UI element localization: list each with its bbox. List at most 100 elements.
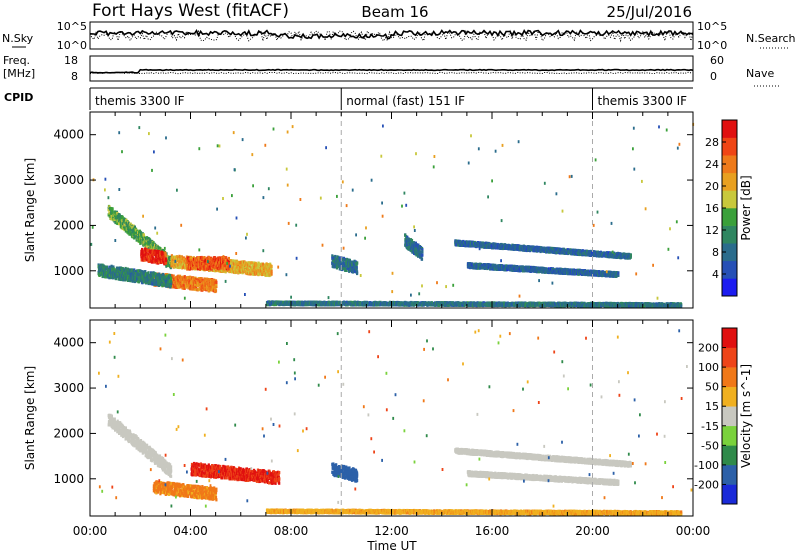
data-cell bbox=[196, 258, 199, 262]
data-cell bbox=[355, 267, 358, 271]
data-cell bbox=[208, 262, 211, 266]
data-cell bbox=[155, 261, 158, 265]
data-cell bbox=[179, 264, 182, 268]
data-cell bbox=[335, 257, 338, 262]
data-cell bbox=[151, 259, 154, 263]
data-cell bbox=[123, 272, 126, 276]
data-cell bbox=[270, 264, 273, 268]
data-cell bbox=[196, 256, 199, 260]
data-cell bbox=[111, 209, 114, 214]
data-cell bbox=[179, 278, 182, 282]
data-cell bbox=[180, 256, 183, 260]
nsky-tick-top: 10^5 bbox=[57, 20, 87, 33]
data-cell bbox=[198, 287, 201, 291]
data-cell bbox=[164, 253, 167, 257]
data-cell bbox=[153, 246, 156, 250]
data-cell bbox=[134, 270, 137, 274]
data-cell bbox=[108, 211, 111, 215]
data-cell bbox=[110, 264, 113, 268]
data-cell bbox=[152, 252, 155, 256]
data-cell bbox=[137, 236, 140, 240]
data-cell bbox=[200, 277, 203, 281]
data-cell bbox=[182, 261, 185, 265]
data-cell bbox=[195, 266, 198, 270]
data-cell bbox=[195, 285, 198, 290]
data-cell bbox=[267, 270, 270, 274]
data-cell bbox=[419, 251, 423, 255]
freq-label: Freq. bbox=[3, 54, 30, 67]
data-cell bbox=[237, 261, 240, 265]
data-cell bbox=[421, 250, 424, 254]
data-cell bbox=[184, 280, 187, 284]
data-cell bbox=[152, 243, 155, 247]
data-cell bbox=[197, 278, 200, 282]
data-cell bbox=[417, 243, 420, 247]
data-cell bbox=[146, 236, 149, 240]
data-cell bbox=[97, 263, 100, 267]
data-cell bbox=[118, 214, 121, 218]
data-cell bbox=[133, 232, 136, 237]
power-data-layer bbox=[90, 122, 695, 308]
data-cell bbox=[125, 223, 128, 227]
data-cell bbox=[270, 272, 273, 276]
data-cell bbox=[119, 274, 122, 278]
data-cell bbox=[133, 225, 136, 229]
data-cell bbox=[157, 250, 160, 254]
data-cell bbox=[182, 283, 185, 287]
data-cell bbox=[151, 282, 154, 286]
data-cell bbox=[167, 283, 170, 287]
data-cell bbox=[233, 259, 236, 263]
data-cell bbox=[165, 274, 168, 278]
data-cell bbox=[162, 252, 165, 256]
data-cell bbox=[202, 278, 205, 282]
data-cell bbox=[203, 256, 206, 260]
data-cell bbox=[410, 238, 414, 243]
nsearch-trace bbox=[89, 29, 694, 43]
data-cell bbox=[215, 284, 218, 288]
data-cell bbox=[127, 268, 130, 272]
data-cell bbox=[191, 263, 194, 267]
data-cell bbox=[170, 276, 173, 280]
data-cell bbox=[155, 277, 158, 281]
data-cell bbox=[163, 262, 166, 266]
data-cell bbox=[116, 267, 119, 271]
data-cell bbox=[250, 261, 253, 265]
data-cell bbox=[117, 277, 120, 281]
data-cell bbox=[420, 257, 424, 261]
data-cell bbox=[131, 279, 134, 283]
data-cell bbox=[127, 224, 130, 228]
data-cell bbox=[185, 260, 188, 264]
date-label: 25/Jul/2016 bbox=[607, 3, 692, 21]
nsky-tick-bottom: 10^0 bbox=[57, 39, 87, 52]
data-cell bbox=[354, 264, 357, 269]
data-cell bbox=[151, 276, 154, 280]
data-cell bbox=[219, 266, 222, 270]
cpid-strip: CPID themis 3300 IF normal (fast) 151 IF t… bbox=[4, 87, 693, 110]
data-cell bbox=[172, 277, 176, 281]
freq-tick-bottom: 8 bbox=[71, 70, 78, 83]
data-cell bbox=[225, 267, 228, 271]
data-cell bbox=[142, 233, 145, 237]
data-cell bbox=[110, 213, 113, 217]
data-cell bbox=[164, 251, 167, 255]
data-cell bbox=[240, 266, 243, 270]
data-cell bbox=[105, 267, 108, 271]
data-cell bbox=[141, 277, 144, 281]
data-cell bbox=[156, 251, 159, 256]
data-cell bbox=[345, 268, 348, 272]
data-cell bbox=[108, 276, 111, 280]
data-cell bbox=[190, 256, 193, 260]
data-cell bbox=[115, 276, 118, 280]
data-cell bbox=[165, 258, 168, 262]
data-cell bbox=[339, 260, 342, 264]
data-cell bbox=[203, 285, 206, 289]
data-cell bbox=[170, 254, 173, 258]
data-cell bbox=[132, 273, 135, 277]
data-cell bbox=[352, 266, 355, 270]
data-cell bbox=[214, 289, 218, 293]
data-cell bbox=[193, 276, 196, 280]
data-cell bbox=[120, 266, 123, 270]
data-cell bbox=[194, 282, 197, 286]
data-cell bbox=[141, 255, 144, 260]
data-cell bbox=[334, 254, 337, 259]
